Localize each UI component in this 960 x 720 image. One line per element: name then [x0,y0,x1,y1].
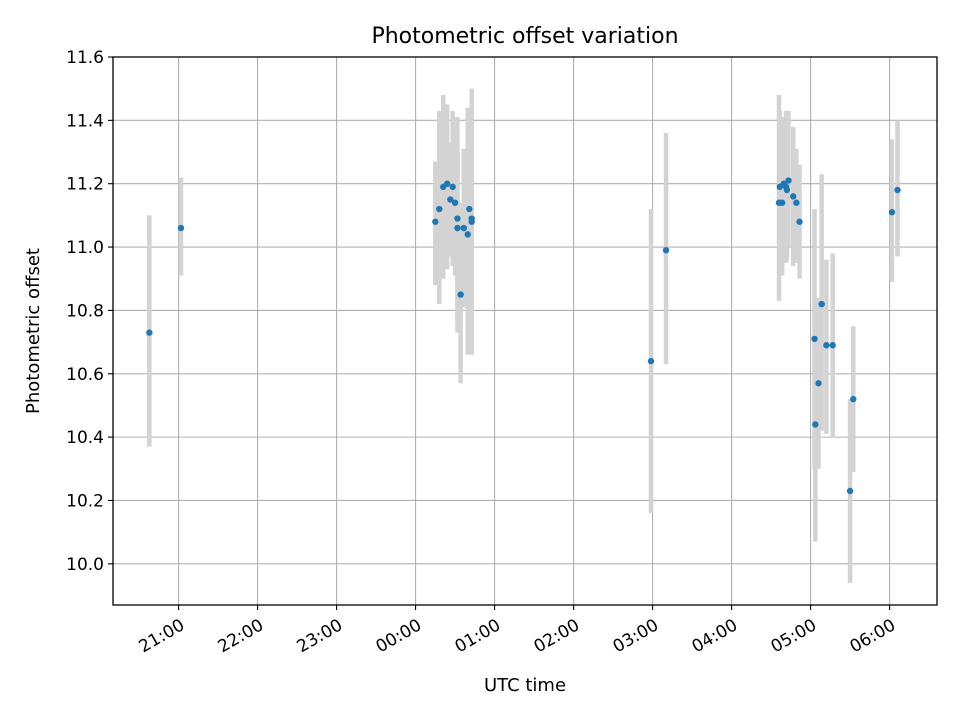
data-point [451,199,459,206]
data-point [818,300,825,308]
data-point [888,209,896,216]
data-point [850,395,857,403]
y-tick-label: 11.2 [66,175,104,195]
data-point [894,186,901,194]
data-point [468,218,475,225]
data-point [466,205,473,213]
y-tick-label: 10.6 [66,365,104,385]
y-tick-label: 11.6 [66,48,104,68]
y-tick-label: 10.2 [66,491,104,511]
y-tick-label: 10.8 [66,301,104,321]
y-tick-label: 10.0 [66,555,104,575]
data-point [647,357,655,365]
data-point [793,199,800,206]
data-point [464,231,471,238]
data-point [790,193,797,200]
chart-title: Photometric offset variation [371,24,678,49]
data-point [436,205,443,213]
data-point [846,487,854,495]
data-point [449,183,456,191]
data-point [662,247,670,254]
data-point [454,215,461,222]
data-point [146,329,153,336]
data-point [783,186,791,194]
data-point [457,291,464,298]
data-point [811,335,818,343]
data-points [146,177,901,495]
y-tick-label: 10.4 [66,428,104,448]
data-point [829,342,836,349]
x-axis-label: UTC time [484,675,566,696]
data-point [796,218,803,225]
data-point [443,180,451,187]
plot-frame [112,56,938,606]
data-point [785,177,792,184]
data-point [454,224,461,232]
data-point [815,380,822,387]
data-point [812,421,819,428]
y-tick-label: 11.4 [66,111,104,131]
data-point [460,224,467,232]
data-point [432,218,439,225]
data-point [778,199,786,206]
data-point [447,196,454,203]
y-axis-label: Photometric offset [23,248,44,414]
data-point [177,224,185,232]
y-tick-label: 11.0 [66,238,104,258]
data-point [823,342,830,349]
